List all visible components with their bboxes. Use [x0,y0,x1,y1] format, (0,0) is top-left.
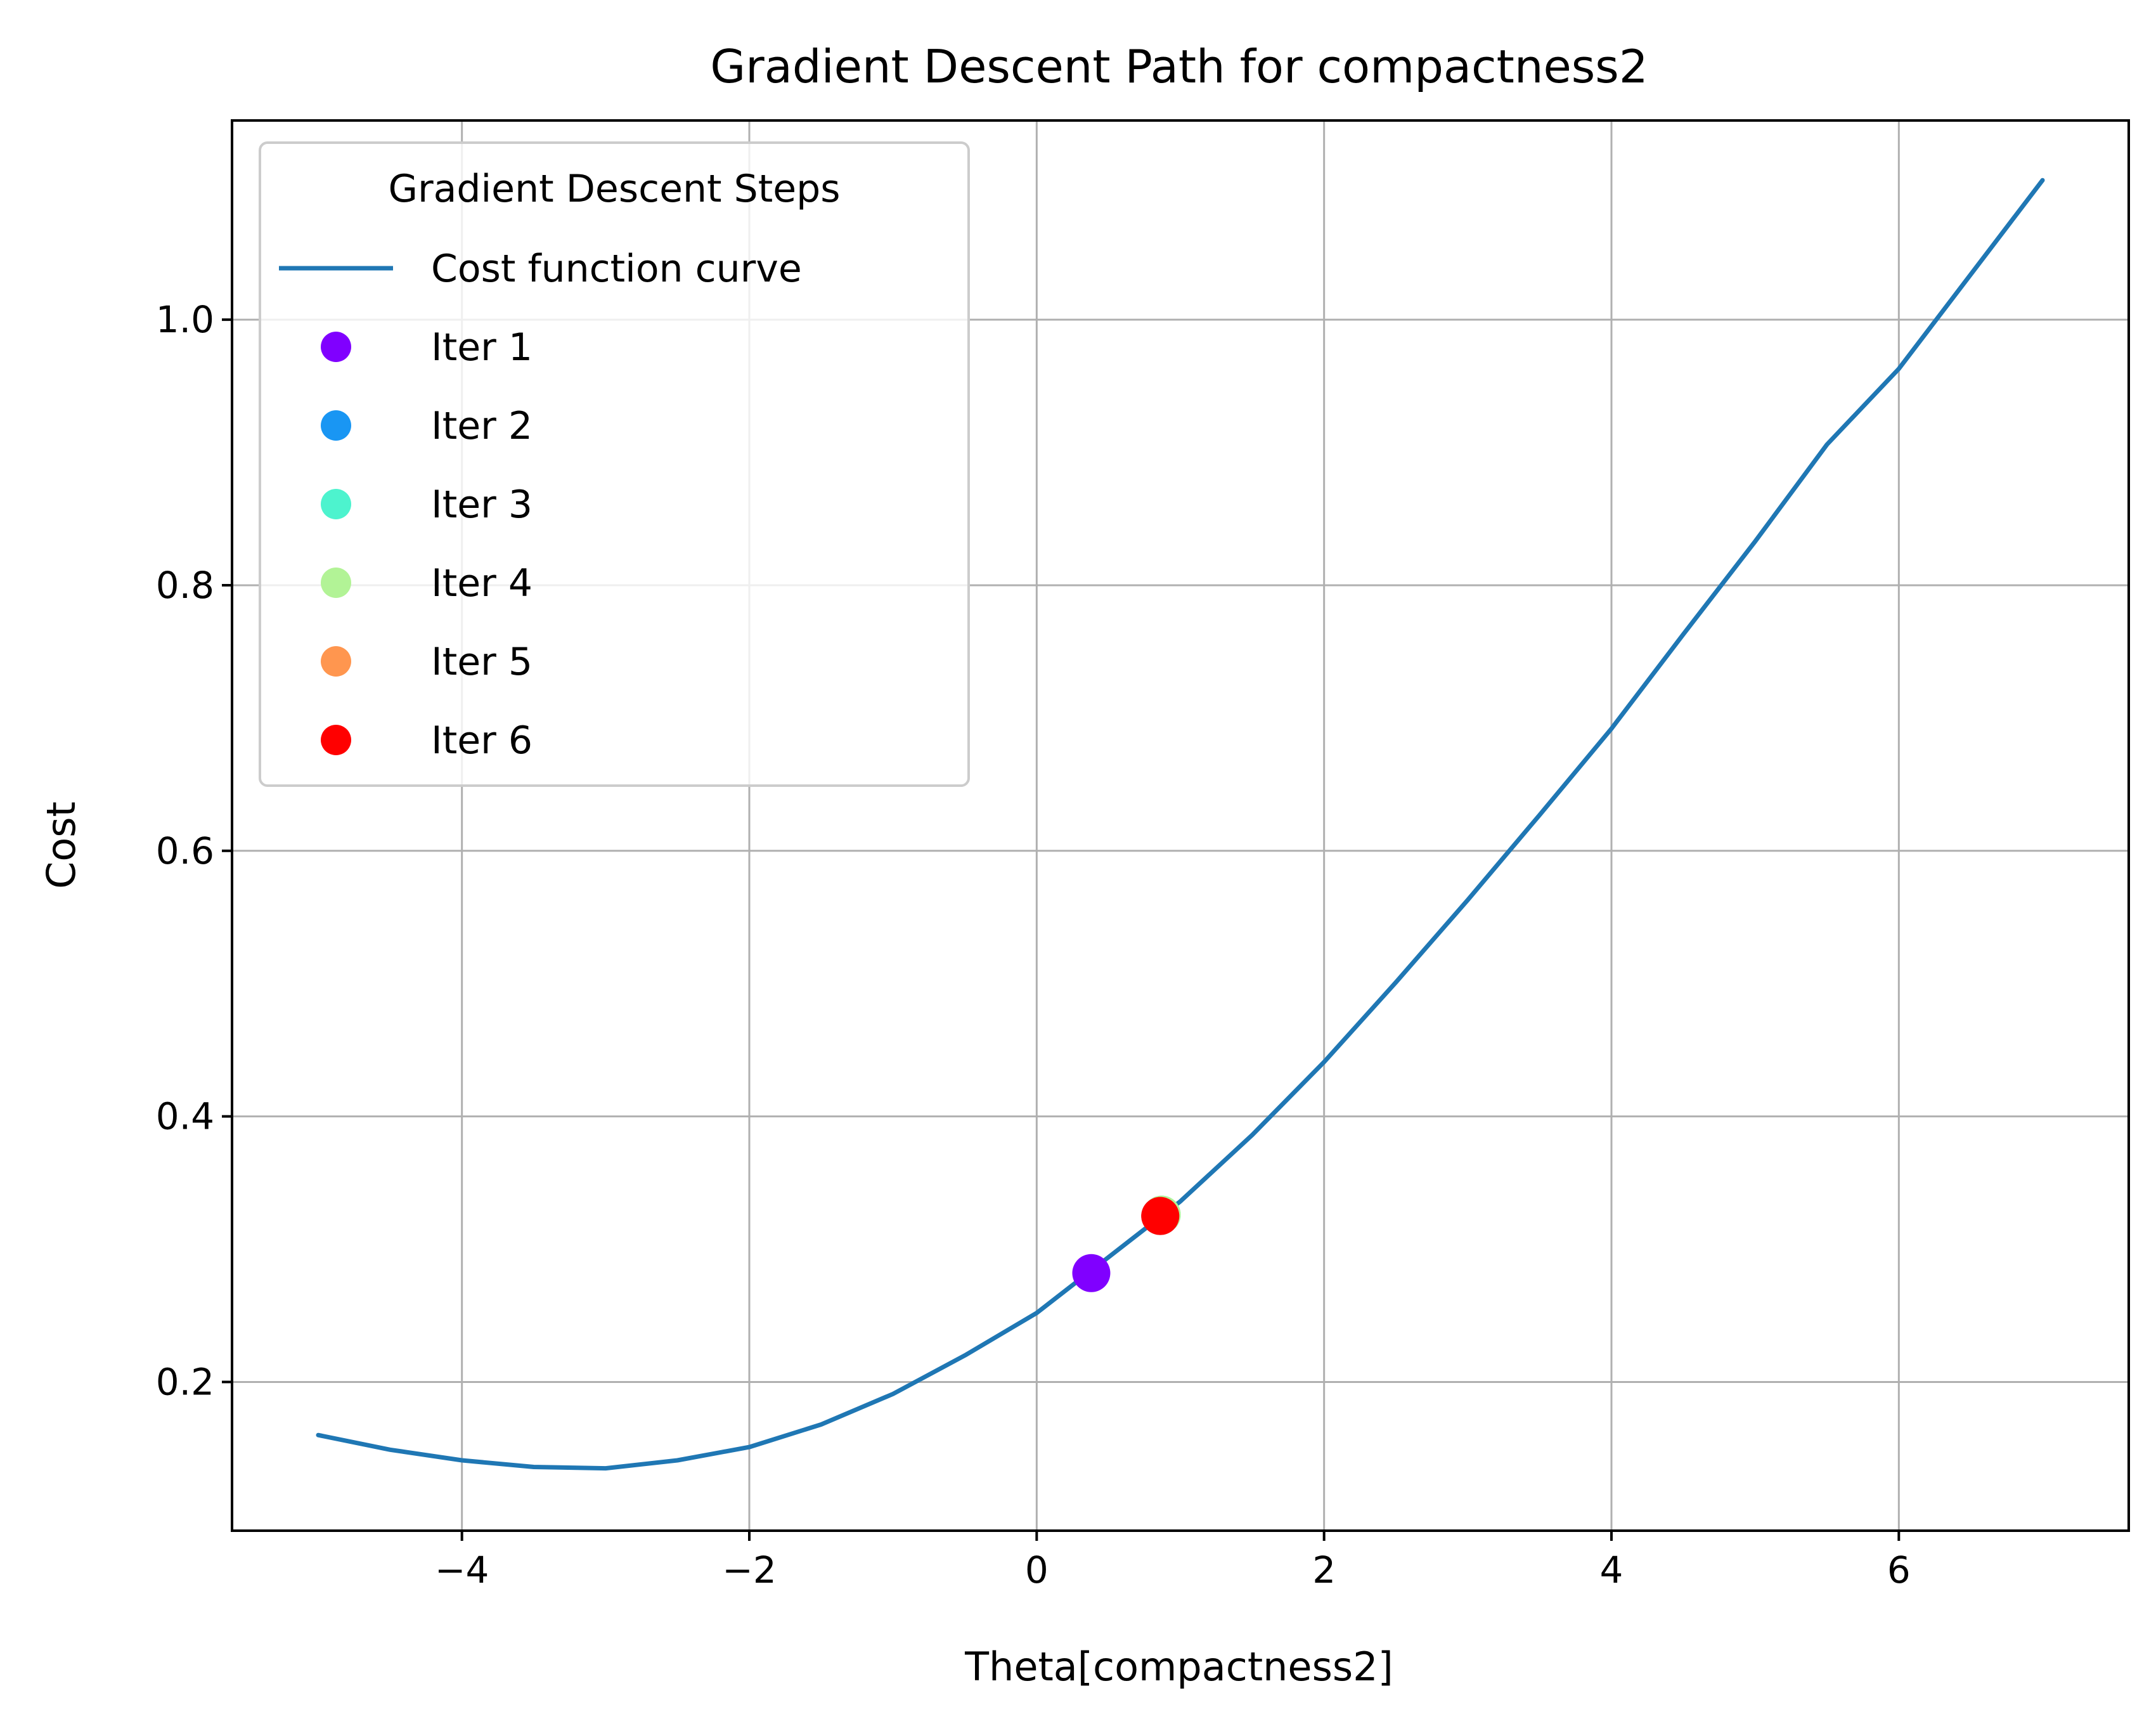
x-tick-label: 6 [1887,1548,1911,1592]
legend-entry-label: Iter 3 [431,483,533,527]
y-tick-label: 0.2 [156,1360,214,1403]
x-tick-label: 2 [1312,1548,1336,1592]
legend-entry-label: Iter 4 [431,561,533,606]
x-axis-label: Theta[compactness2] [964,1644,1393,1690]
y-tick-label: 0.4 [156,1095,214,1138]
y-axis-label: Cost [38,801,84,889]
iter-1-point [1072,1254,1111,1292]
legend-title: Gradient Descent Steps [389,167,841,211]
legend-marker-swatch [321,410,351,441]
legend-entry-label: Iter 5 [431,640,533,684]
x-tick-label: 4 [1600,1548,1623,1592]
legend-marker-swatch [321,725,351,755]
legend-marker-swatch [321,332,351,362]
legend-entry-label: Iter 6 [431,718,533,763]
x-tick-label: −4 [435,1548,489,1592]
legend-entry-label: Iter 1 [431,325,533,370]
chart-title: Gradient Descent Path for compactness2 [710,40,1648,93]
legend-marker-swatch [321,568,351,598]
cost-function-curve [316,178,2045,1471]
legend-marker-swatch [321,646,351,677]
y-tick-label: 0.8 [156,564,214,607]
legend-marker-swatch [321,489,351,519]
legend-entry-label: Cost function curve [431,247,802,291]
legend-entry-label: Iter 2 [431,404,533,448]
x-tick-label: −2 [722,1548,777,1592]
y-tick-label: 1.0 [156,298,214,341]
legend-box [259,141,970,787]
legend-items: Cost function curve Iter 1 Iter 2 Iter 3 Ite… [279,247,802,763]
ticks-layer: −4 −2 0 2 4 6 0.2 0.4 0.6 0.8 1.0 [156,298,1911,1592]
points-layer [1072,1195,1181,1292]
grid-layer [232,120,2129,1531]
curve-layer [316,178,2045,1471]
legend: Gradient Descent Steps Cost function cur… [259,141,970,787]
x-tick-label: 0 [1025,1548,1049,1592]
iter-6-point [1141,1197,1180,1235]
y-tick-label: 0.6 [156,829,214,873]
plot-frame [231,119,2130,1532]
